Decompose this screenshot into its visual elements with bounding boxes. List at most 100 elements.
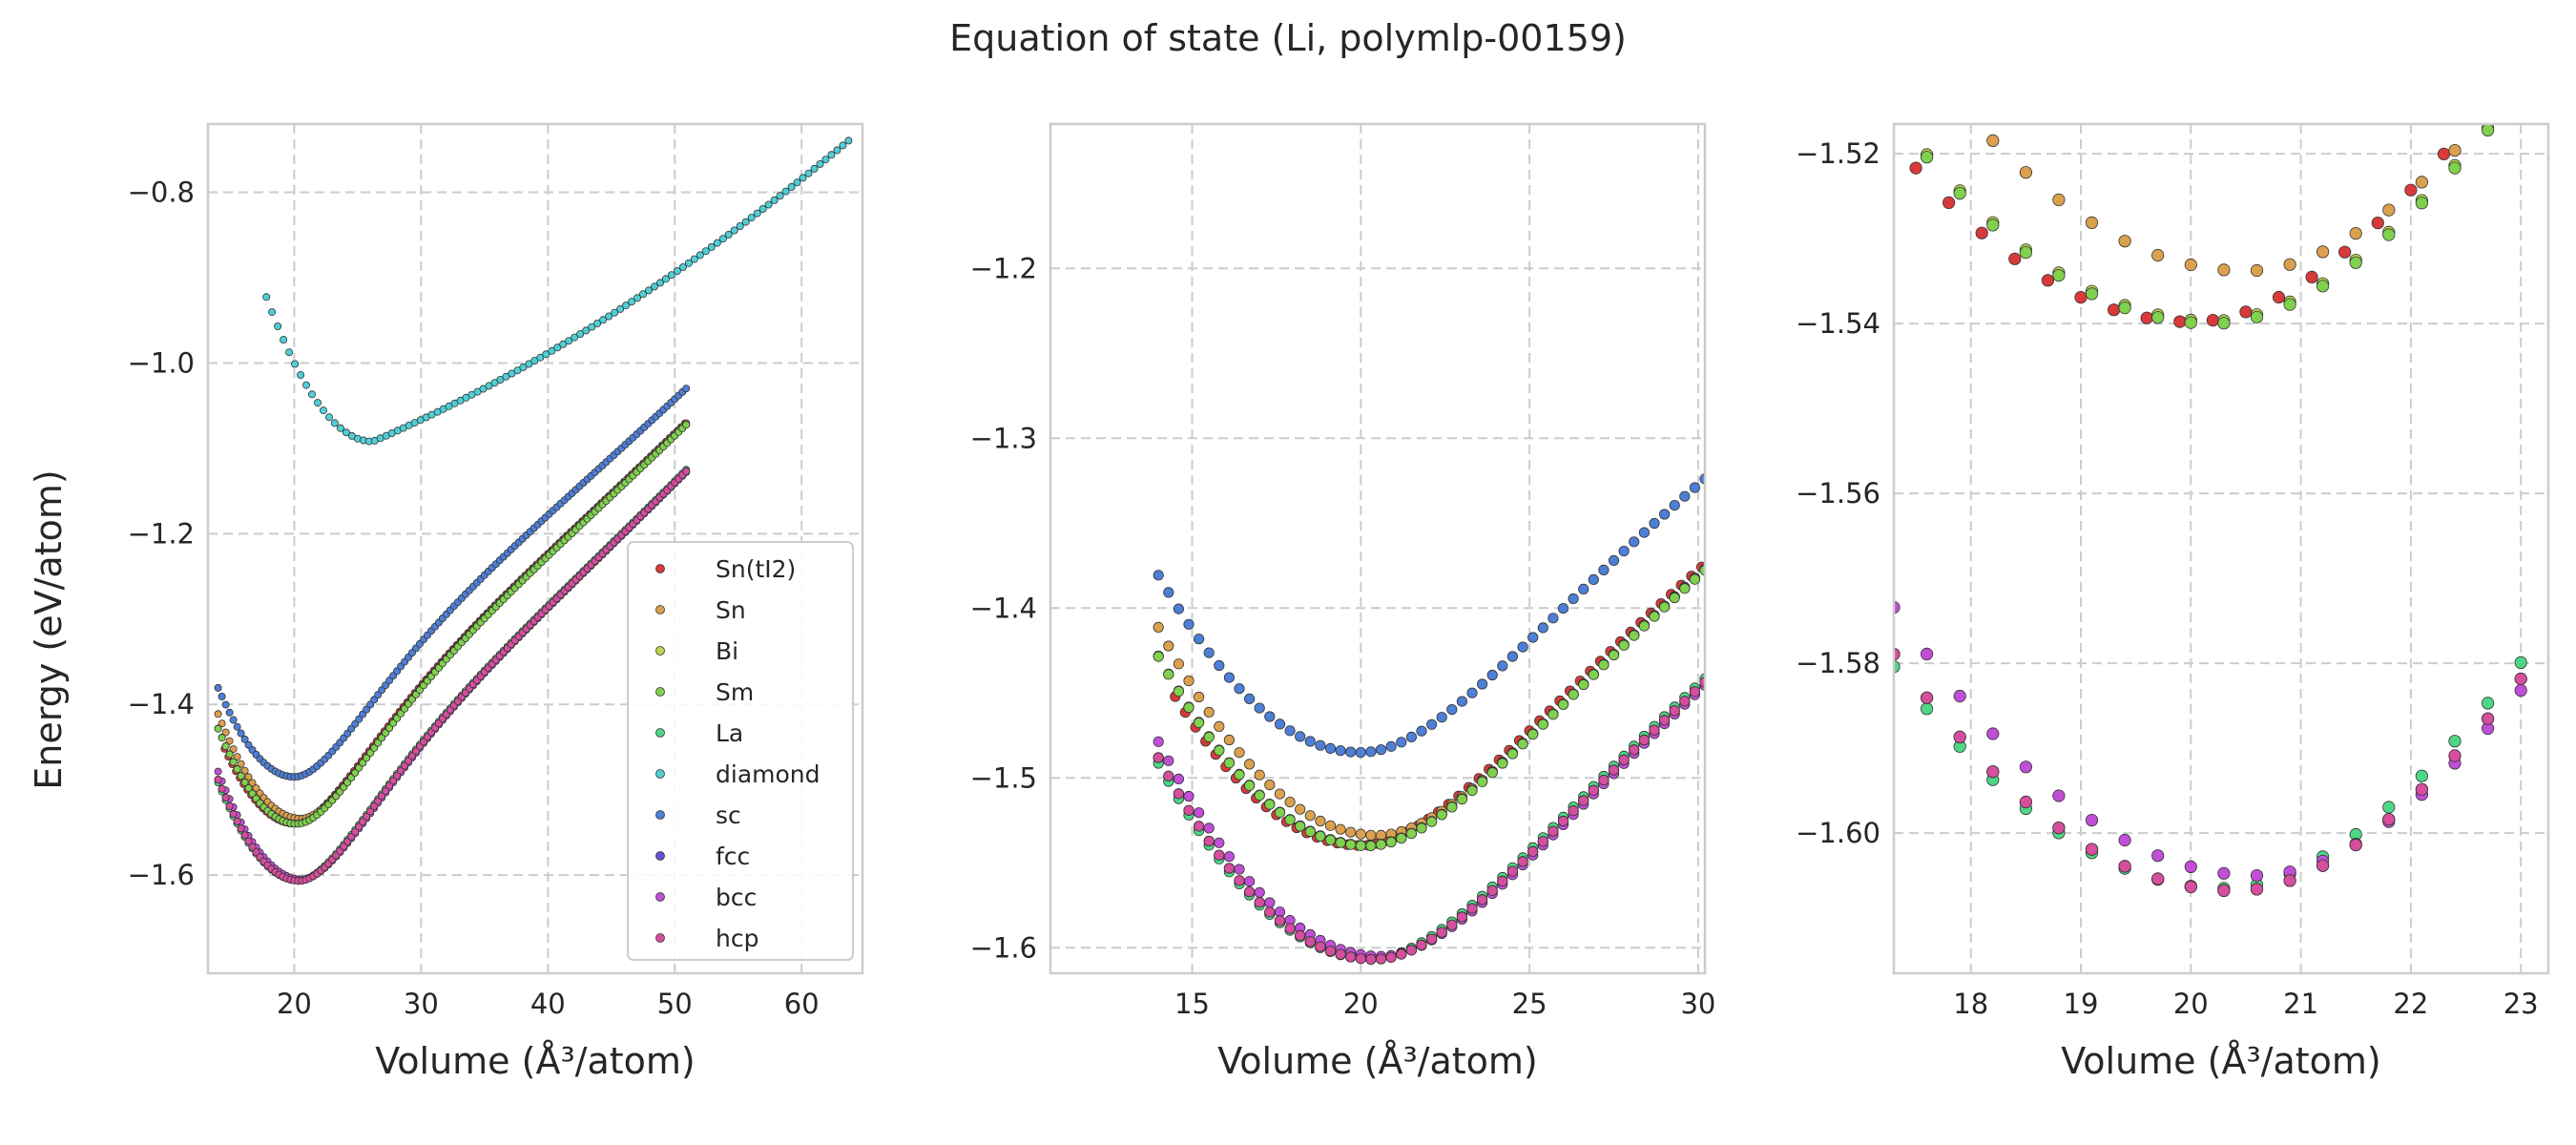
point-hcp [1284, 923, 1296, 934]
legend-label-Sn(tI2): Sn(tI2) [716, 555, 796, 583]
point-diamond [707, 242, 716, 251]
point-Bi [2515, 81, 2526, 93]
point-hcp [1416, 939, 1427, 951]
point-diamond [330, 419, 339, 427]
point-diamond [542, 350, 551, 359]
point-diamond [268, 308, 277, 317]
point-diamond [673, 267, 681, 276]
point-Sn [1244, 759, 1256, 770]
point-hcp [1720, 658, 1730, 668]
point-Sm [1638, 620, 1651, 632]
point-hcp [229, 810, 238, 819]
point-bcc [2184, 860, 2197, 874]
point-Sm [1477, 776, 1488, 787]
point-hcp [1689, 686, 1701, 697]
point-sc [1153, 570, 1164, 581]
point-diamond [1525, 74, 1534, 84]
y-tick-label: −0.8 [128, 177, 195, 209]
point-diamond [787, 182, 796, 191]
grid [1894, 124, 2548, 973]
axes-frame [1049, 122, 1707, 975]
point-Sn(tI2) [2537, 25, 2548, 36]
point-Sn(tI2) [2272, 290, 2286, 304]
panel-3: 18 19 20 21 22 23 −1.60 −1.58 −1.56 −1.54 −1.52 Vol… [1796, 25, 2560, 1082]
point-sc [682, 385, 691, 393]
point-Sm [1588, 669, 1599, 680]
point-bcc [1173, 773, 1185, 785]
point-sc [1405, 731, 1418, 743]
point-hcp [1618, 754, 1630, 766]
point-hcp [2019, 795, 2032, 809]
point-Sn [1203, 706, 1215, 718]
point-Sm [2415, 197, 2428, 210]
point-fcc [1731, 650, 1740, 659]
point-Sm [370, 743, 379, 752]
point-Sn [1731, 537, 1740, 547]
point-Sm [1173, 685, 1185, 697]
point-Sm [248, 789, 257, 798]
point-diamond [816, 159, 824, 168]
x-tick-label: 30 [1680, 988, 1715, 1020]
point-Sn [1183, 675, 1195, 687]
point-bcc [2217, 866, 2231, 880]
point-sc [1629, 536, 1640, 548]
point-La [2547, 616, 2548, 623]
legend-label-fcc: fcc [716, 843, 750, 870]
legend-label-Sm: Sm [716, 678, 754, 706]
point-Sm [244, 784, 253, 793]
point-hcp [1173, 788, 1185, 800]
series-sc [1153, 473, 1705, 759]
point-hcp [1669, 705, 1680, 717]
point-sc [1548, 613, 1559, 624]
point-sc [1649, 517, 1660, 530]
point-hcp [240, 831, 249, 840]
point-Sn(tI2) [2471, 110, 2483, 121]
point-hcp [1436, 926, 1447, 938]
point-Sm [351, 768, 360, 777]
point-diamond [1555, 80, 1565, 90]
point-diamond [1646, 53, 1655, 63]
point-Sn(tI2) [1975, 226, 1988, 239]
point-Sn(tI2) [2305, 270, 2318, 283]
point-diamond [799, 174, 807, 182]
point-Sn [240, 766, 249, 775]
point-bcc [1223, 851, 1236, 863]
point-hcp [1517, 856, 1528, 867]
point-Sn [1295, 803, 1306, 815]
point-Sn(tI2) [1909, 161, 1922, 175]
point-sc [229, 716, 238, 724]
point-hcp [1986, 765, 2000, 779]
point-hcp [1304, 936, 1316, 947]
point-hcp [382, 786, 390, 795]
point-Sm [2085, 287, 2099, 301]
point-sc [1234, 683, 1245, 695]
point-sc [1588, 573, 1599, 586]
point-diamond [513, 366, 522, 375]
point-hcp [1163, 770, 1174, 781]
point-Sm [1446, 802, 1458, 813]
point-sc [214, 683, 222, 692]
point-bcc [1194, 807, 1205, 819]
point-La [2382, 801, 2396, 814]
point-hcp [218, 784, 226, 793]
point-sc [1183, 618, 1195, 630]
point-bcc [1234, 864, 1245, 875]
point-diamond [753, 209, 761, 218]
point-diamond [741, 218, 750, 226]
x-tick-label: 50 [657, 988, 693, 1020]
point-bcc [1244, 876, 1256, 887]
point-Sn [2349, 227, 2362, 240]
point-diamond [839, 141, 847, 150]
point-sc [1345, 746, 1357, 758]
x-tick-label: 22 [2393, 988, 2428, 1020]
point-sc [1598, 564, 1610, 576]
point-fcc [1855, 600, 1866, 612]
data-points [1855, 25, 2560, 898]
point-Sm [1689, 573, 1701, 585]
point-bcc [1720, 662, 1730, 672]
point-Sm [1855, 66, 1866, 77]
point-Bi [2548, 39, 2560, 51]
point-La [1921, 702, 1934, 716]
point-hcp [1527, 845, 1539, 858]
point-hcp [1548, 825, 1559, 837]
